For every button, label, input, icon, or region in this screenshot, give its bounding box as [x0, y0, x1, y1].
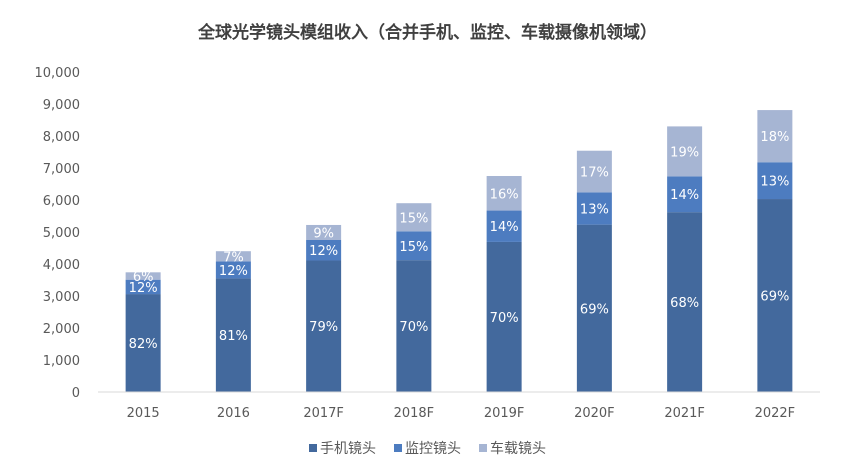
- bar-segment: [486, 241, 522, 392]
- legend-swatch: [394, 444, 402, 452]
- data-label: 69%: [580, 302, 609, 317]
- bar-segment: [306, 224, 342, 240]
- y-tick-label: 10,000: [35, 66, 81, 81]
- bar-segment: [125, 272, 161, 280]
- data-label: 79%: [309, 320, 338, 335]
- x-tick-label: 2015: [127, 406, 160, 421]
- data-label: 14%: [670, 188, 699, 203]
- data-label: 9%: [313, 226, 334, 241]
- legend-label: 监控镜头: [405, 441, 461, 457]
- bar-segment: [576, 192, 612, 225]
- data-label: 15%: [399, 240, 428, 255]
- bar-segment: [757, 162, 793, 200]
- data-label: 13%: [580, 202, 609, 217]
- data-label: 68%: [670, 296, 699, 311]
- legend: 手机镜头 监控镜头 车载镜头: [0, 438, 855, 458]
- bar-segment: [576, 224, 612, 392]
- data-label: 15%: [399, 211, 428, 226]
- bar-segment: [667, 126, 703, 177]
- y-tick-label: 8,000: [43, 130, 80, 145]
- data-label: 81%: [219, 329, 248, 344]
- data-label: 82%: [129, 337, 158, 352]
- x-tick-label: 2018F: [394, 406, 435, 421]
- data-label: 17%: [580, 166, 609, 181]
- y-tick-label: 5,000: [43, 226, 80, 241]
- bar-segment: [757, 199, 793, 392]
- data-label: 12%: [219, 264, 248, 279]
- y-tick-label: 3,000: [43, 290, 80, 305]
- legend-label: 手机镜头: [320, 441, 376, 457]
- data-label: 7%: [223, 250, 244, 265]
- bar-segment: [667, 212, 703, 392]
- x-tick-label: 2022F: [755, 406, 796, 421]
- y-tick-label: 2,000: [43, 322, 80, 337]
- bar-segment: [125, 279, 161, 295]
- x-tick-label: 2017F: [303, 406, 344, 421]
- bar-segment: [306, 260, 342, 392]
- y-tick-label: 1,000: [43, 354, 80, 369]
- y-tick-label: 0: [72, 386, 80, 401]
- data-label: 69%: [760, 290, 789, 305]
- data-label: 14%: [490, 220, 519, 235]
- bar-segment: [396, 231, 432, 261]
- legend-swatch: [309, 444, 317, 452]
- data-label: 70%: [399, 320, 428, 335]
- y-tick-label: 4,000: [43, 258, 80, 273]
- bar-segment: [215, 261, 251, 279]
- legend-item-security: 监控镜头: [394, 438, 461, 458]
- legend-item-auto: 车载镜头: [479, 438, 546, 458]
- bar-segment: [396, 203, 432, 232]
- bar-segment: [125, 294, 161, 392]
- x-tick-label: 2019F: [484, 406, 525, 421]
- bar-segment: [215, 251, 251, 262]
- y-tick-label: 9,000: [43, 98, 80, 113]
- y-axis: 0 1,000 2,000 3,000 4,000 5,000 6,000 7,000 8,00…: [35, 66, 81, 401]
- data-label: 19%: [670, 145, 699, 160]
- legend-item-phone: 手机镜头: [309, 438, 376, 458]
- x-tick-label: 2020F: [574, 406, 615, 421]
- data-label: 6%: [133, 270, 154, 285]
- data-label: 12%: [129, 281, 158, 296]
- data-label: 16%: [490, 187, 519, 202]
- data-label: 12%: [309, 244, 338, 259]
- bar-segment: [486, 176, 522, 211]
- bar-segment: [757, 110, 793, 163]
- bar-segment: [486, 210, 522, 242]
- bar-segment: [306, 240, 342, 261]
- x-axis: 2015 2016 2017F 2018F 2019F 2020F 2021F 2022F: [98, 391, 820, 421]
- bar-segment: [215, 278, 251, 392]
- data-label: 70%: [490, 311, 519, 326]
- y-tick-label: 6,000: [43, 194, 80, 209]
- bar-segment: [667, 176, 703, 213]
- legend-swatch: [479, 444, 487, 452]
- chart-title: 全球光学镜头模组收入（合并手机、监控、车载摄像机领域）: [198, 23, 657, 43]
- legend-label: 车载镜头: [490, 441, 546, 457]
- data-label: 18%: [760, 130, 789, 145]
- y-tick-label: 7,000: [43, 162, 80, 177]
- bar-segment: [576, 150, 612, 193]
- bar-segment: [396, 260, 432, 392]
- data-label: 13%: [760, 175, 789, 190]
- bars: 82%12%6%81%12%7%79%12%9%70%15%15%70%14%1…: [125, 110, 793, 392]
- x-tick-label: 2021F: [664, 406, 705, 421]
- x-tick-label: 2016: [217, 406, 250, 421]
